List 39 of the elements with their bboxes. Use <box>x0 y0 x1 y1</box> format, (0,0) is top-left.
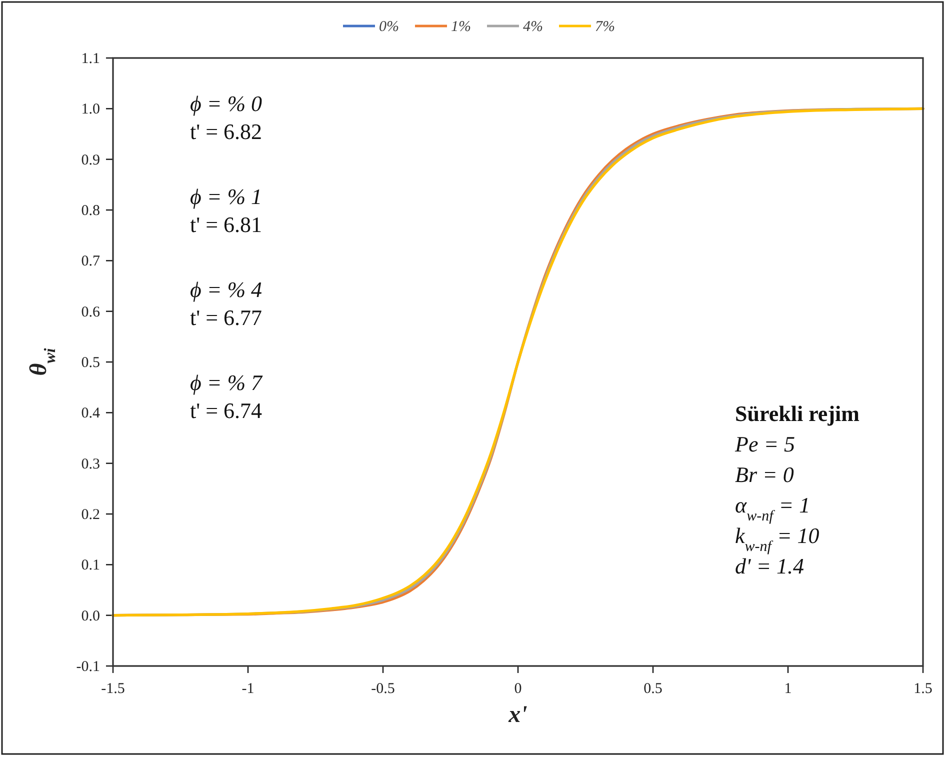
x-tick-label: 0 <box>514 681 522 697</box>
y-tick-label: 0.3 <box>81 456 100 472</box>
legend-label: 0% <box>379 19 399 35</box>
y-tick-label: -0.1 <box>76 659 100 675</box>
y-tick-label: 0.4 <box>81 406 100 422</box>
annotation: Sürekli rejim <box>735 401 860 426</box>
y-tick-label: 0.9 <box>81 152 100 168</box>
y-tick-label: 1.1 <box>81 51 100 67</box>
x-tick-label: -1 <box>242 681 254 697</box>
y-tick-label: 0.6 <box>81 304 100 320</box>
y-tick-label: 0.2 <box>81 507 100 523</box>
y-tick-label: 0.1 <box>81 558 100 574</box>
x-axis-title: x' <box>508 702 528 728</box>
legend-label: 1% <box>451 19 471 35</box>
annotation: d' = 1.4 <box>735 554 804 578</box>
x-tick-label: -1.5 <box>101 681 125 697</box>
y-tick-label: 0.5 <box>81 355 100 371</box>
y-tick-label: 1.0 <box>81 102 100 118</box>
y-tick-label: 0.8 <box>81 203 100 219</box>
annotation: t' = 6.77 <box>190 305 262 330</box>
x-tick-label: 0.5 <box>644 681 662 697</box>
y-tick-label: 0.0 <box>81 608 100 624</box>
annotation: ϕ = % 7 <box>190 370 264 395</box>
annotation: ϕ = % 0 <box>190 91 262 116</box>
annotation: t' = 6.74 <box>190 398 262 423</box>
annotation: t' = 6.82 <box>190 119 262 144</box>
annotation: ϕ = % 4 <box>190 277 262 302</box>
legend-label: 7% <box>595 19 615 35</box>
annotation: ϕ = % 1 <box>190 184 262 209</box>
annotation: t' = 6.81 <box>190 212 262 237</box>
y-tick-label: 0.7 <box>81 254 100 270</box>
x-tick-label: 1.5 <box>914 681 932 697</box>
legend-label: 4% <box>523 19 543 35</box>
annotation: k$_{w-nf}$ = 10 <box>735 523 820 555</box>
annotation: Br = 0 <box>735 462 794 487</box>
x-tick-label: -0.5 <box>371 681 395 697</box>
annotation: Pe = 5 <box>734 432 796 456</box>
x-tick-label: 1 <box>784 681 792 697</box>
annotation: α$_{w-nf}$ = 1 <box>735 492 810 524</box>
